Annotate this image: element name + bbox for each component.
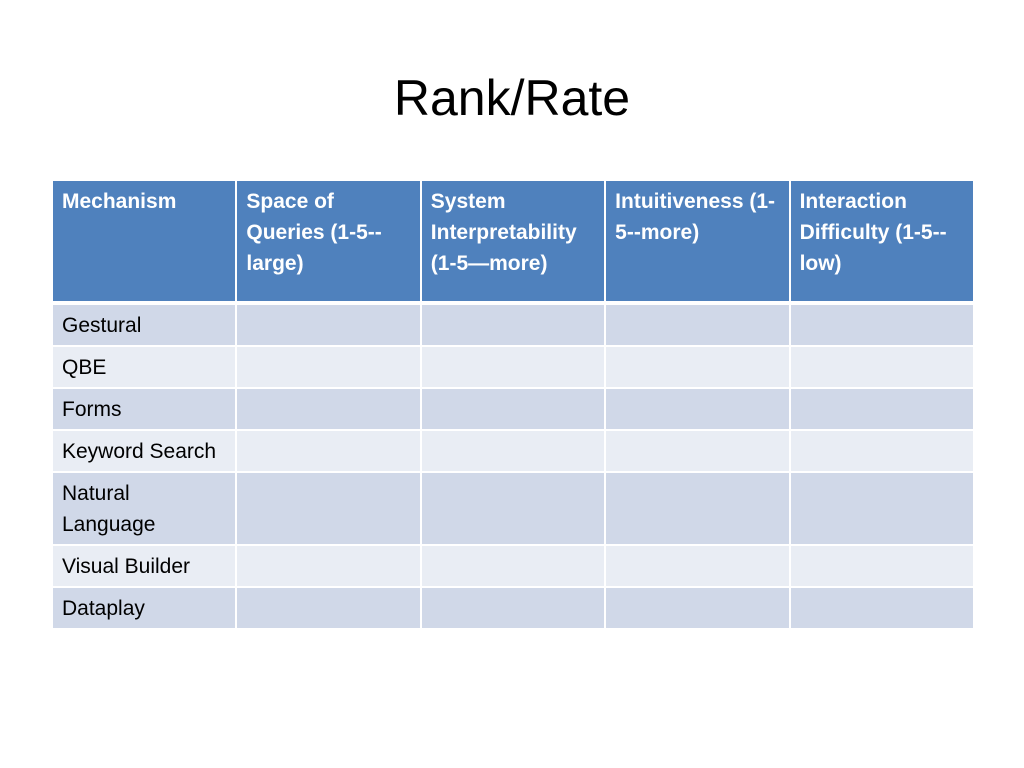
rating-cell[interactable] — [788, 429, 975, 473]
rating-cell[interactable] — [235, 429, 422, 473]
rating-cell[interactable] — [419, 387, 607, 431]
header-system-interpretability: System Interpretability (1-5—more) — [419, 179, 607, 305]
rating-cell[interactable] — [419, 429, 607, 473]
table-row: Keyword Search — [50, 429, 975, 473]
rating-cell[interactable] — [604, 345, 791, 389]
header-interaction-difficulty: Interaction Difficulty (1-5--low) — [788, 179, 975, 305]
row-label-keyword-search: Keyword Search — [50, 429, 238, 473]
rating-cell[interactable] — [604, 544, 791, 588]
row-label-natural-language: Natural Language — [50, 471, 238, 546]
rating-cell[interactable] — [788, 387, 975, 431]
rating-cell[interactable] — [419, 471, 607, 546]
rating-cell[interactable] — [235, 302, 422, 347]
rank-rate-table: Mechanism Space of Queries (1-5--large) … — [50, 179, 975, 630]
table-body: Gestural QBE Forms Keyword Search — [50, 302, 975, 630]
row-label-qbe: QBE — [50, 345, 238, 389]
header-row: Mechanism Space of Queries (1-5--large) … — [50, 179, 975, 305]
rating-cell[interactable] — [604, 586, 791, 630]
rating-cell[interactable] — [604, 302, 791, 347]
rating-cell[interactable] — [235, 345, 422, 389]
row-label-dataplay: Dataplay — [50, 586, 238, 630]
rating-cell[interactable] — [419, 544, 607, 588]
header-space-of-queries: Space of Queries (1-5--large) — [235, 179, 422, 305]
rating-cell[interactable] — [235, 544, 422, 588]
table-row: Dataplay — [50, 586, 975, 630]
rating-cell[interactable] — [235, 586, 422, 630]
table-row: Gestural — [50, 302, 975, 347]
rating-cell[interactable] — [788, 471, 975, 546]
rating-cell[interactable] — [235, 387, 422, 431]
table-row: Forms — [50, 387, 975, 431]
rating-cell[interactable] — [604, 387, 791, 431]
rating-cell[interactable] — [604, 429, 791, 473]
header-intuitiveness: Intuitiveness (1-5--more) — [604, 179, 791, 305]
table-row: Visual Builder — [50, 544, 975, 588]
row-label-gestural: Gestural — [50, 302, 238, 347]
row-label-visual-builder: Visual Builder — [50, 544, 238, 588]
table-header: Mechanism Space of Queries (1-5--large) … — [50, 179, 975, 305]
table-row: Natural Language — [50, 471, 975, 546]
rating-cell[interactable] — [419, 586, 607, 630]
slide-title: Rank/Rate — [393, 70, 631, 126]
rating-cell[interactable] — [235, 471, 422, 546]
rating-cell[interactable] — [419, 345, 607, 389]
rating-cell[interactable] — [604, 471, 791, 546]
rating-cell[interactable] — [788, 302, 975, 347]
rating-cell[interactable] — [788, 544, 975, 588]
rating-cell[interactable] — [788, 586, 975, 630]
table-row: QBE — [50, 345, 975, 389]
header-mechanism: Mechanism — [50, 179, 238, 305]
rating-cell[interactable] — [788, 345, 975, 389]
row-label-forms: Forms — [50, 387, 238, 431]
rating-cell[interactable] — [419, 302, 607, 347]
